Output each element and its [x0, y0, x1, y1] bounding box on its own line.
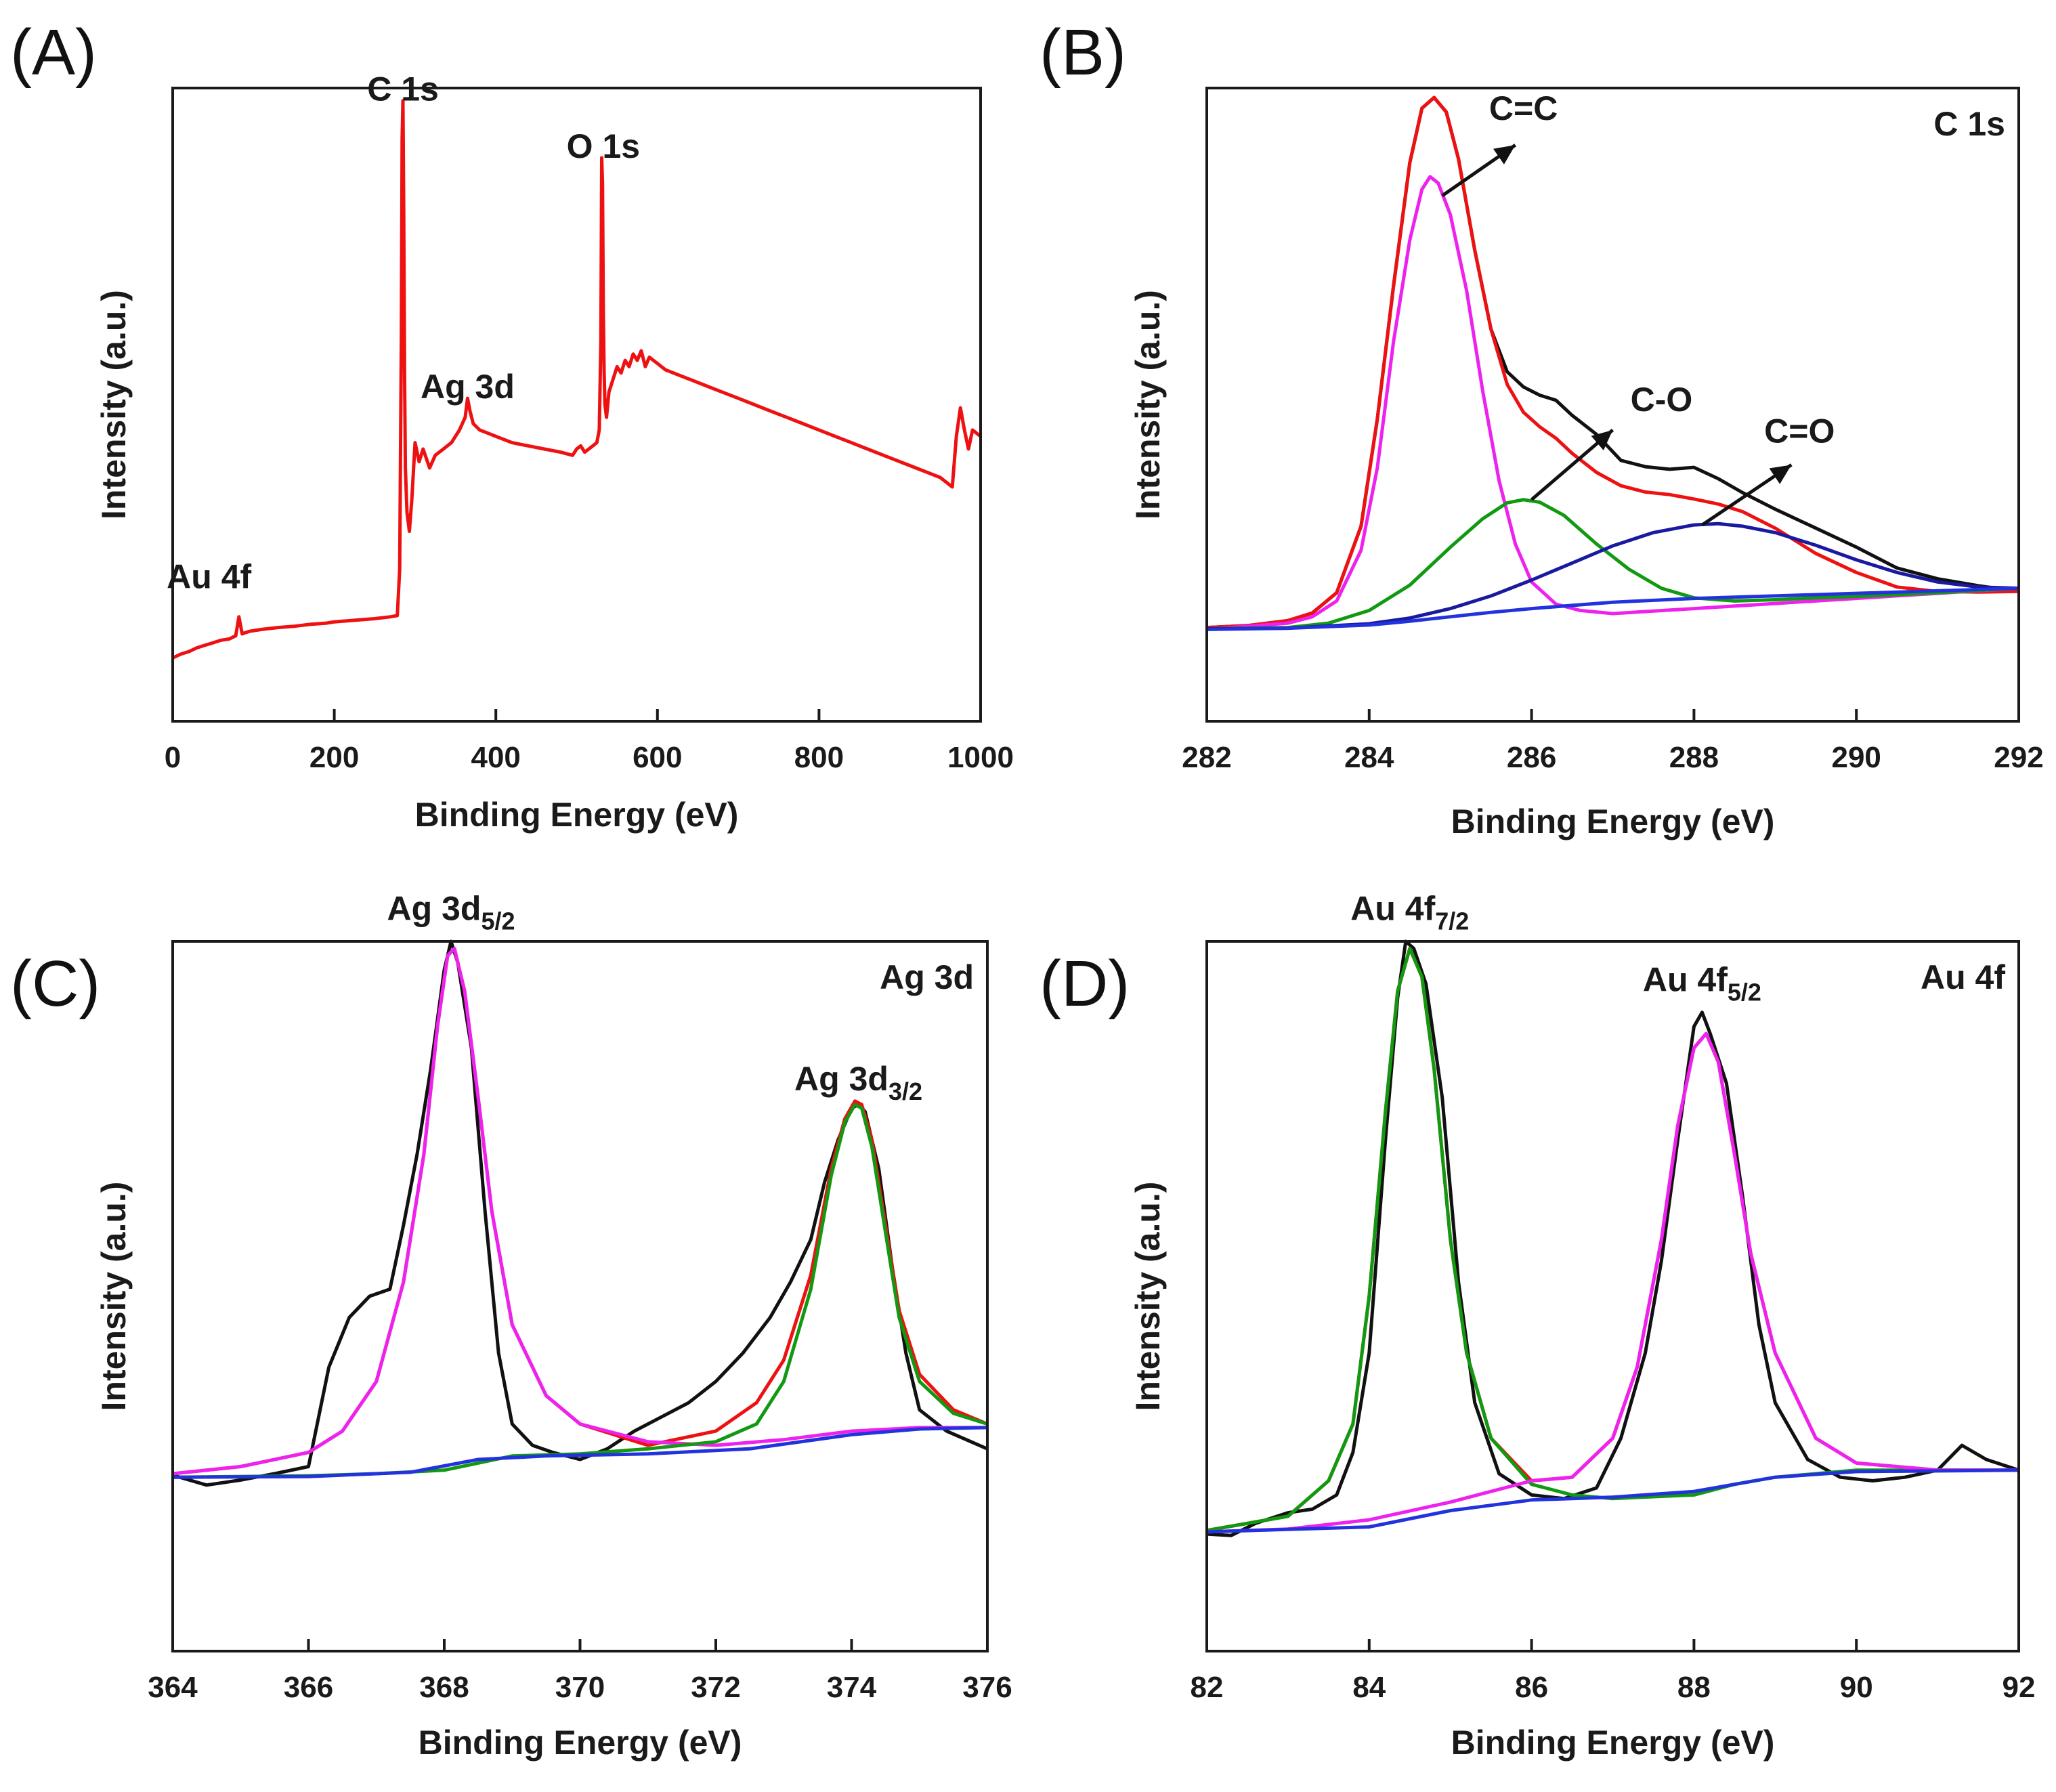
series-line-background	[173, 1426, 987, 1479]
plot-frame	[171, 940, 989, 1652]
series-line-raw	[1207, 939, 2019, 1537]
peak-label: Ag 3d5/2	[387, 890, 515, 935]
y-axis-title: Intensity (a.u.)	[95, 1182, 133, 1411]
x-tick-label: 90	[1840, 1671, 1873, 1704]
x-tick-label: 372	[691, 1671, 740, 1704]
plot-frame	[171, 87, 982, 723]
x-axis-title: Binding Energy (eV)	[415, 796, 739, 834]
x-tick-label: 92	[2003, 1671, 2036, 1704]
x-tick-label: 84	[1352, 1671, 1386, 1704]
series-line-c-c	[1207, 175, 2019, 631]
x-tick-label: 290	[1831, 741, 1881, 774]
panel-letter: (D)	[1040, 947, 1130, 1020]
series-line-raw	[173, 939, 987, 1487]
peak-label: C=O	[1764, 412, 1835, 450]
x-axis-title: Binding Energy (eV)	[419, 1724, 742, 1762]
x-tick-label: 82	[1191, 1671, 1224, 1704]
plot-frame	[1205, 940, 2020, 1652]
peak-label: Au 4f5/2	[1643, 960, 1761, 1006]
peak-label: Ag 3d3/2	[794, 1060, 922, 1105]
corner-label: Au 4f	[1921, 958, 2005, 996]
panel-letter: (B)	[1040, 16, 1126, 89]
x-tick-label: 292	[1994, 741, 2043, 774]
series-line-au-4f7-2	[1207, 947, 2019, 1533]
x-tick-label: 86	[1515, 1671, 1548, 1704]
series-line-fit-envelope	[173, 947, 987, 1476]
panel-a: 0 200 400 600 800 1000 Binding Energy (eV) Inte…	[10, 16, 1014, 834]
x-tick-label: 374	[827, 1671, 877, 1704]
peak-label: Ag 3d	[421, 368, 515, 406]
series-line-c-o	[1207, 498, 2019, 631]
panel-c: 364 366 368 370 372 374 376 Binding Energy (eV)…	[10, 890, 1012, 1762]
x-tick-label: 0	[165, 741, 181, 774]
x-tick-label: 600	[633, 741, 682, 774]
panel-d: 82 84 86 88 90 92 Binding Energy (eV) Intensity…	[1040, 890, 2035, 1762]
series-line-ag-3d3-2	[173, 1103, 987, 1479]
x-tick-label: 376	[962, 1671, 1012, 1704]
peak-label: C=C	[1489, 89, 1558, 127]
x-tick-label: 200	[309, 741, 359, 774]
y-axis-title: Intensity (a.u.)	[1129, 1182, 1167, 1411]
peak-label: Au 4f7/2	[1350, 890, 1469, 935]
peak-label: C-O	[1631, 381, 1693, 419]
corner-label: Ag 3d	[880, 958, 974, 996]
series-line-fit-envelope	[1207, 947, 2019, 1533]
x-tick-label: 288	[1669, 741, 1719, 774]
x-tick-label: 370	[555, 1671, 605, 1704]
series-line-c-o	[1207, 521, 2019, 631]
panel-b: 282 284 286 288 290 292 Binding Energy (eV) Int…	[1040, 16, 2044, 840]
x-tick-label: 364	[148, 1671, 198, 1704]
panel-letter: (C)	[10, 947, 100, 1020]
plot-frame	[1205, 87, 2020, 723]
series-line-background	[1207, 586, 2019, 631]
x-tick-label: 368	[419, 1671, 469, 1704]
arrow-head	[1769, 465, 1792, 484]
x-tick-label: 88	[1677, 1671, 1711, 1704]
series-line-au-4f5-2	[1207, 1031, 2019, 1534]
x-tick-label: 800	[794, 741, 844, 774]
peak-label: C 1s	[367, 70, 439, 108]
series-line-fit-envelope	[1207, 95, 2019, 630]
peak-label: Au 4f	[167, 558, 251, 596]
peak-label: O 1s	[567, 127, 640, 165]
x-tick-label: 286	[1507, 741, 1556, 774]
arrow-head	[1493, 145, 1516, 165]
x-axis-title: Binding Energy (eV)	[1451, 1724, 1775, 1762]
series-line-ag-3d5-2	[173, 947, 987, 1476]
y-axis-title: Intensity (a.u.)	[95, 290, 133, 519]
series-line-raw	[1207, 95, 2019, 630]
x-tick-label: 282	[1182, 741, 1231, 774]
y-axis-title: Intensity (a.u.)	[1129, 290, 1167, 519]
x-tick-label: 284	[1344, 741, 1394, 774]
x-axis-title: Binding Energy (eV)	[1451, 803, 1775, 840]
x-tick-label: 1000	[947, 741, 1014, 774]
arrow-head	[1591, 429, 1613, 451]
series-line-survey	[173, 99, 981, 660]
panel-letter: (A)	[10, 16, 97, 89]
x-tick-label: 400	[471, 741, 520, 774]
series-line-background	[1207, 1468, 2019, 1534]
x-tick-label: 366	[284, 1671, 333, 1704]
corner-label: C 1s	[1933, 105, 2005, 143]
